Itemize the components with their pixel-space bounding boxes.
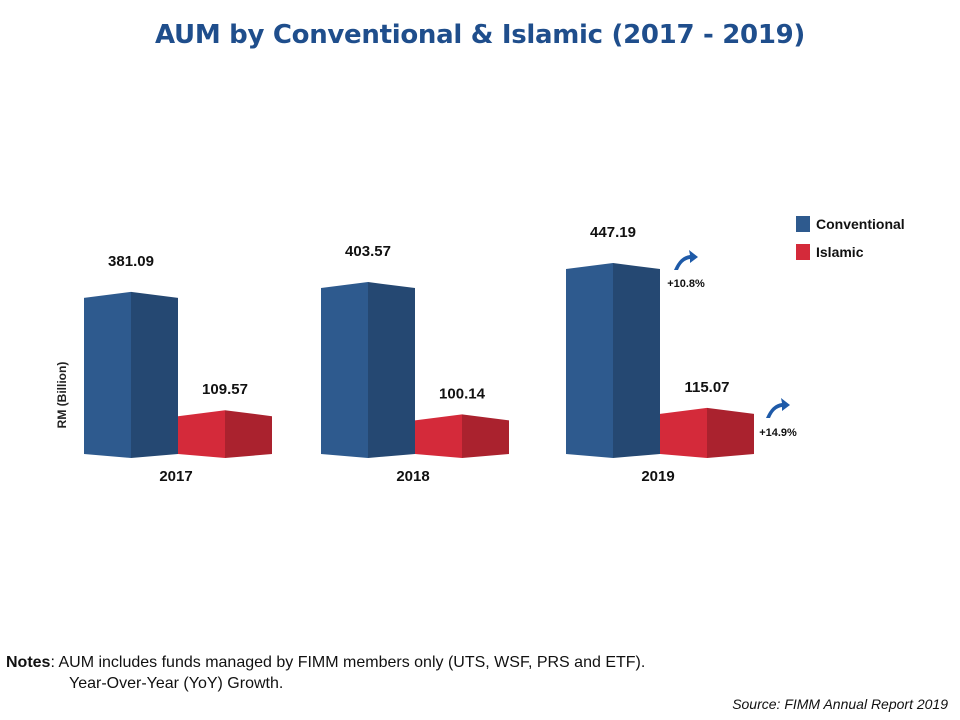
bar-conventional-2019-face-left	[566, 263, 613, 458]
growth-label-islamic: +14.9%	[759, 427, 797, 439]
legend-swatch-islamic	[796, 244, 810, 260]
bar-conventional-2017-face-left	[84, 291, 131, 458]
legend-swatch-conventional	[796, 216, 810, 232]
x-tick-label-2019: 2019	[641, 468, 674, 485]
bar-islamic-2017-value-label: 109.57	[202, 381, 248, 398]
chart-title: AUM by Conventional & Islamic (2017 - 20…	[154, 20, 806, 50]
source-citation: Source: FIMM Annual Report 2019	[732, 696, 948, 712]
growth-label-conventional: +10.8%	[667, 278, 705, 290]
bar-islamic-2019-face-left	[660, 407, 707, 458]
aum-bar-chart: RM (Billion) 381.09 109.57 2017 403.57 100.14…	[55, 216, 905, 485]
bar-islamic-2018-value-label: 100.14	[439, 385, 486, 402]
bar-conventional-2019-value-label: 447.19	[590, 224, 636, 241]
bar-islamic-2019-face-right	[707, 407, 754, 458]
y-axis-label: RM (Billion)	[55, 362, 69, 429]
notes-label: Notes	[6, 654, 51, 671]
bar-conventional-2017-value-label: 381.09	[108, 253, 154, 270]
bar-conventional-2018-face-left	[321, 282, 368, 458]
notes: Notes: AUM includes funds managed by FIM…	[6, 652, 645, 694]
bar-conventional-2018-face-right	[368, 282, 415, 458]
x-tick-label-2018: 2018	[396, 468, 429, 485]
bar-conventional-2018-value-label: 403.57	[345, 243, 391, 260]
legend-label-conventional: Conventional	[816, 216, 905, 232]
bar-islamic-2018-face-right	[462, 414, 509, 458]
bar-islamic-2017-face-left	[178, 410, 225, 458]
bar-islamic-2017-face-right	[225, 410, 272, 458]
growth-arrow-icon-islamic	[766, 398, 790, 418]
bar-conventional-2019-face-right	[613, 263, 660, 458]
growth-arrow-icon-conventional	[674, 250, 698, 270]
bar-islamic-2019-value-label: 115.07	[684, 379, 729, 396]
bar-conventional-2017-face-right	[131, 291, 178, 458]
bar-islamic-2018-face-left	[415, 414, 462, 458]
notes-line-2: Year-Over-Year (YoY) Growth.	[69, 675, 284, 692]
notes-line-1: : AUM includes funds managed by FIMM mem…	[50, 654, 646, 671]
x-tick-label-2017: 2017	[159, 468, 192, 485]
legend-label-islamic: Islamic	[816, 244, 864, 260]
